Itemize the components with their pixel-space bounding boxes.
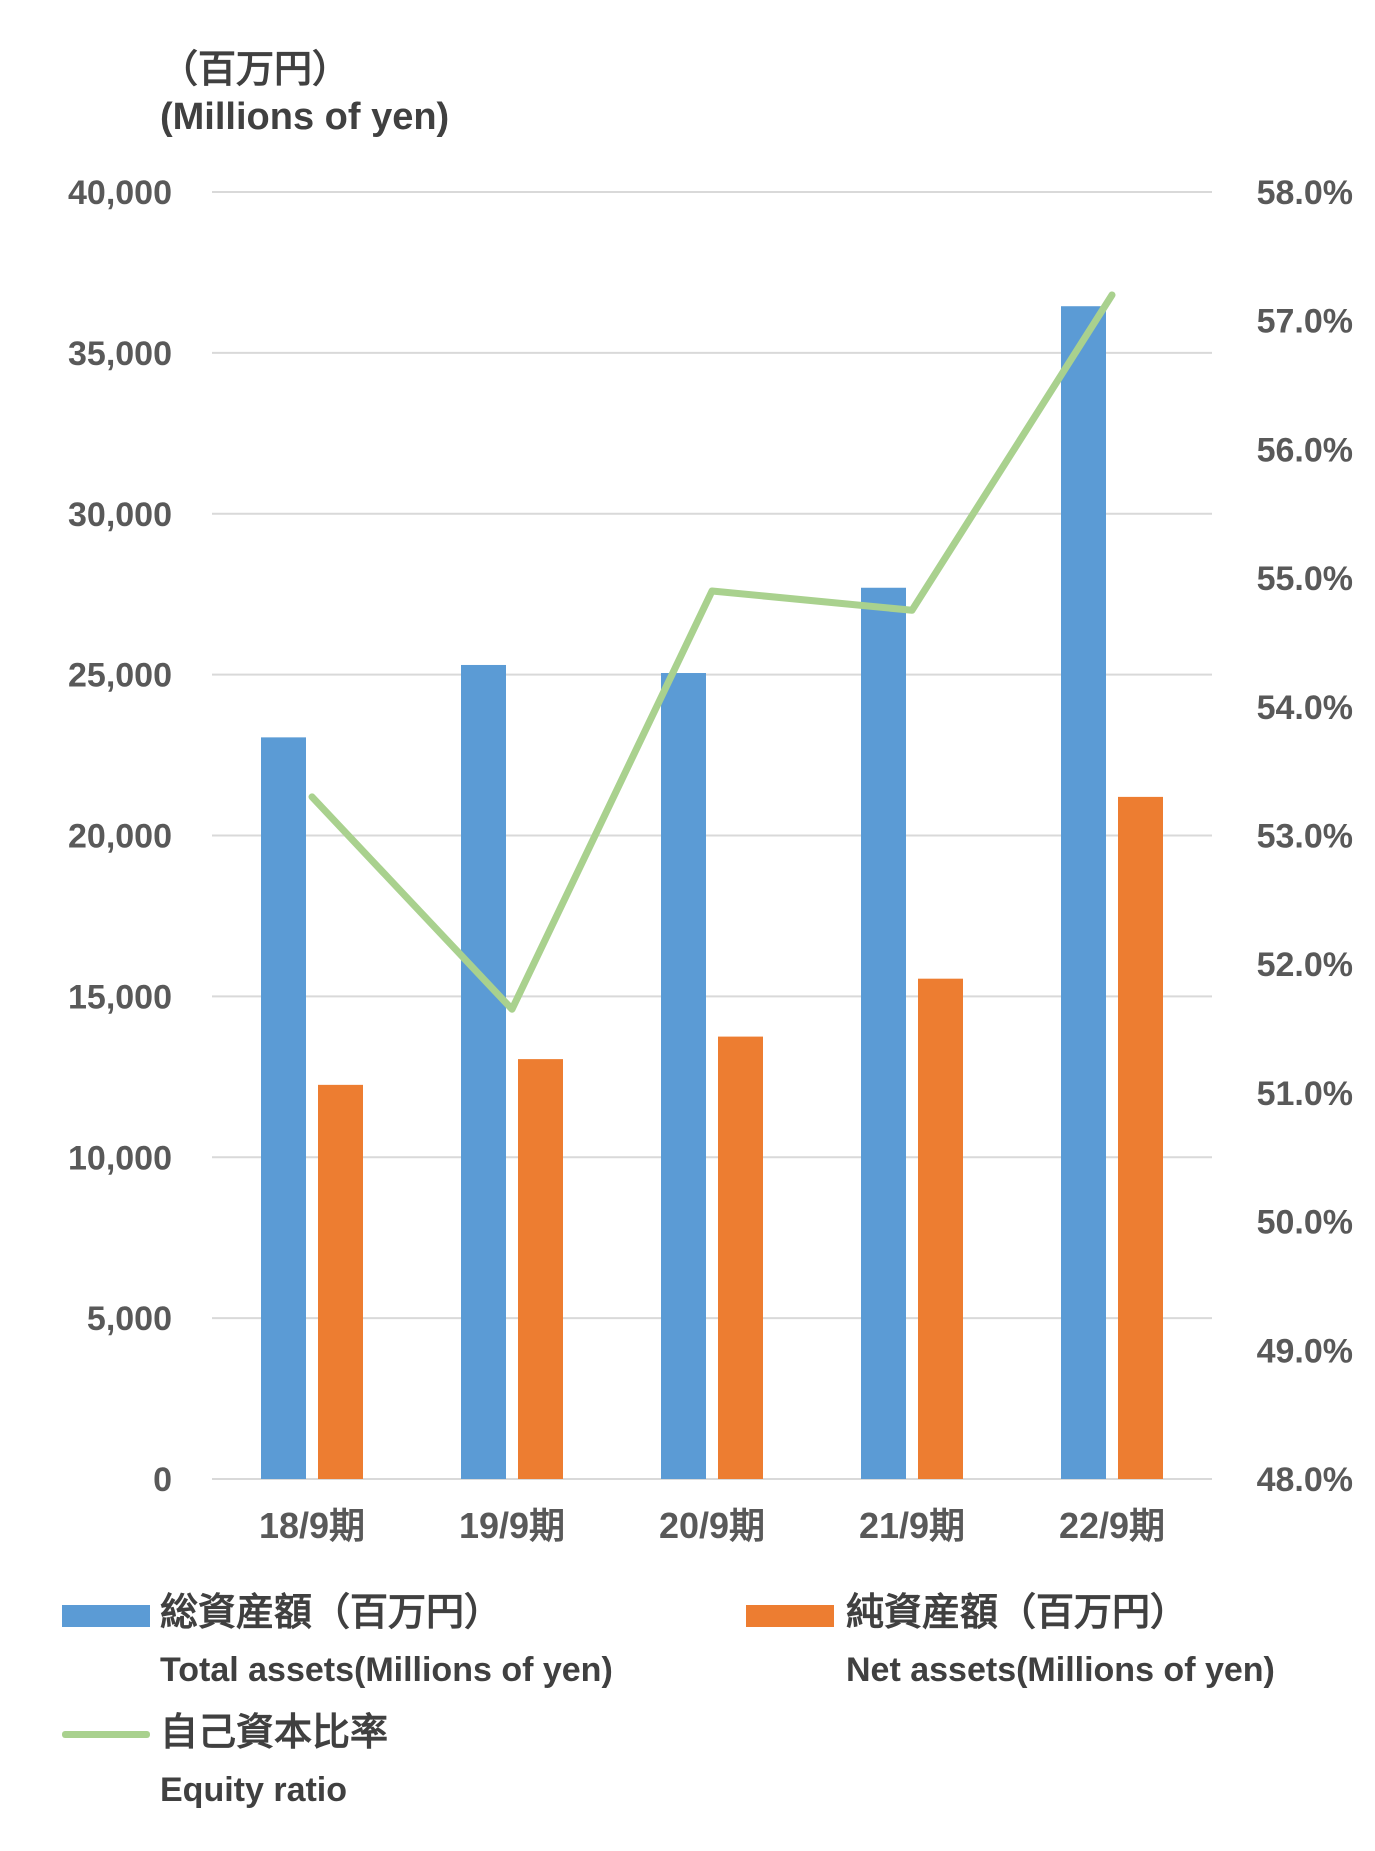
bar-net-assets <box>318 1084 363 1479</box>
left-axis-tick-label: 35,000 <box>68 335 172 373</box>
right-axis-tick-label: 50.0% <box>1257 1204 1353 1242</box>
x-axis-tick-label: 22/9期 <box>1059 1505 1165 1546</box>
left-axis-tick-label: 20,000 <box>68 818 172 856</box>
bar-net-assets <box>718 1036 763 1479</box>
legend-swatch-total-assets <box>62 1605 150 1627</box>
left-axis-tick-label: 25,000 <box>68 657 172 695</box>
x-axis-tick-label: 19/9期 <box>459 1505 565 1546</box>
bar-total-assets <box>1061 306 1106 1480</box>
bar-total-assets <box>861 587 906 1479</box>
legend-label-net-assets-jp: 純資産額（百万円） <box>846 1592 1189 1634</box>
bar-total-assets <box>261 737 306 1479</box>
bar-net-assets <box>918 978 963 1479</box>
right-axis-tick-label: 56.0% <box>1257 431 1353 469</box>
unit-label-jp: （百万円） <box>160 49 351 91</box>
x-axis-tick-label: 21/9期 <box>859 1505 965 1546</box>
left-axis-tick-label: 40,000 <box>68 174 172 212</box>
point-equity-ratio <box>711 589 713 592</box>
left-axis-tick-label: 30,000 <box>68 496 172 534</box>
legend-label-net-assets-en: Net assets(Millions of yen) <box>846 1651 1275 1689</box>
legend-label-total-assets-jp: 総資産額（百万円） <box>160 1592 503 1634</box>
legend-label-equity-ratio-en: Equity ratio <box>160 1771 348 1809</box>
right-axis-tick-label: 48.0% <box>1257 1461 1353 1499</box>
right-axis-tick-label: 49.0% <box>1257 1332 1353 1370</box>
point-equity-ratio <box>511 1008 513 1011</box>
left-axis-tick-label: 0 <box>153 1461 172 1499</box>
left-axis-tick-label: 10,000 <box>68 1139 172 1177</box>
legend-item-net-assets: 純資産額（百万円） Net assets(Millions of yen) <box>846 1590 1275 1692</box>
unit-label-en: (Millions of yen) <box>160 96 450 138</box>
line-equity-ratio <box>308 291 1116 1013</box>
bar-total-assets <box>461 664 506 1479</box>
bar-net-assets <box>518 1059 563 1479</box>
point-equity-ratio <box>1111 293 1113 296</box>
left-axis-tick-label: 15,000 <box>68 978 172 1016</box>
bar-net-assets <box>1118 796 1163 1479</box>
right-axis-tick-label: 53.0% <box>1257 818 1353 856</box>
point-equity-ratio <box>911 609 913 612</box>
right-axis-tick-label: 54.0% <box>1257 689 1353 727</box>
legend-label-total-assets-en: Total assets(Millions of yen) <box>160 1651 613 1689</box>
right-axis-tick-label: 55.0% <box>1257 560 1353 598</box>
legend-label-equity-ratio-jp: 自己資本比率 <box>160 1712 389 1754</box>
point-equity-ratio <box>311 795 313 798</box>
legend-item-equity-ratio: 自己資本比率 Equity ratio <box>160 1710 388 1812</box>
left-axis-tick-label: 5,000 <box>87 1300 172 1338</box>
bar-total-assets <box>661 673 706 1479</box>
right-axis-tick-label: 58.0% <box>1257 174 1353 212</box>
legend-item-total-assets: 総資産額（百万円） Total assets(Millions of yen) <box>160 1590 613 1692</box>
legend-swatch-net-assets <box>746 1605 834 1627</box>
right-axis-tick-label: 51.0% <box>1257 1075 1353 1113</box>
right-axis-tick-label: 52.0% <box>1257 946 1353 984</box>
x-axis-tick-label: 18/9期 <box>259 1505 365 1546</box>
x-axis-tick-label: 20/9期 <box>659 1505 765 1546</box>
legend-swatch-equity-ratio <box>62 1731 150 1738</box>
right-axis-tick-label: 57.0% <box>1257 303 1353 341</box>
